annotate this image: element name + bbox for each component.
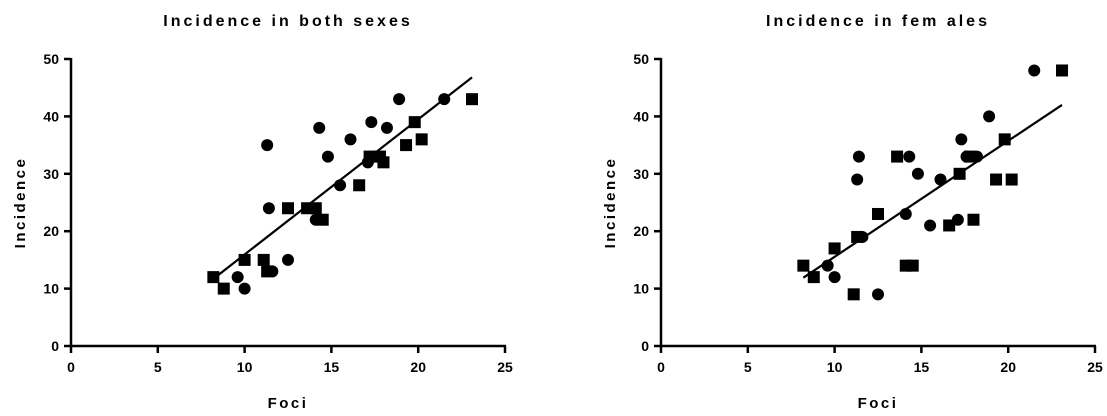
- data-point-circle: [334, 179, 347, 192]
- chart-incidence-both-sexes: Incidence in both sexes 0 5 10 15 20 25 0 10 20 30…: [12, 13, 513, 412]
- y-tick-label: 10: [43, 281, 59, 297]
- data-point-square: [807, 271, 820, 284]
- y-tick-label: 20: [633, 223, 649, 239]
- x-axis-label: Foci: [858, 395, 899, 412]
- x-tick-label: 10: [827, 359, 843, 375]
- x-tick-label: 20: [1000, 359, 1016, 375]
- data-point-square: [990, 173, 1003, 186]
- data-point-circle: [851, 173, 864, 186]
- data-point-square: [415, 133, 428, 146]
- chart-title: Incidence in fem ales: [766, 13, 990, 30]
- data-point-square: [466, 93, 479, 106]
- data-point-square: [207, 271, 220, 284]
- data-point-square: [377, 156, 390, 169]
- data-point-square: [828, 242, 841, 255]
- data-point-square: [217, 282, 230, 295]
- data-point-square: [408, 116, 421, 129]
- x-tick-label: 5: [744, 359, 752, 375]
- data-point-circle: [313, 121, 326, 134]
- data-point-circle: [261, 139, 274, 152]
- y-tick-label: 20: [43, 223, 59, 239]
- data-point-circle: [231, 271, 244, 284]
- data-point-square: [998, 133, 1011, 146]
- data-point-square: [847, 288, 860, 301]
- data-point-square: [943, 219, 956, 232]
- x-tick-label: 0: [67, 359, 75, 375]
- data-point-square: [282, 202, 294, 215]
- data-point-square: [797, 259, 810, 272]
- x-axis-label: Foci: [268, 395, 309, 412]
- data-point-circle: [238, 282, 251, 295]
- x-tick-label: 25: [1087, 359, 1103, 375]
- data-point-circle: [955, 133, 968, 146]
- data-point-square: [906, 259, 919, 272]
- data-point-square: [872, 207, 884, 220]
- y-tick-label: 30: [633, 166, 649, 182]
- data-point-circle: [903, 150, 916, 163]
- fit-line: [212, 76, 473, 280]
- data-point-square: [261, 265, 274, 278]
- data-point-circle: [934, 173, 947, 186]
- x-tick-label: 0: [657, 359, 665, 375]
- y-axis-label: Incidence: [12, 157, 29, 249]
- data-point-square: [964, 150, 977, 163]
- data-point-square: [353, 179, 366, 192]
- y-tick-label: 10: [633, 281, 649, 297]
- data-point-square: [363, 150, 376, 163]
- data-point-square: [257, 253, 270, 266]
- data-point-circle: [282, 253, 294, 266]
- chart-title: Incidence in both sexes: [163, 13, 413, 30]
- data-point-circle: [321, 150, 334, 163]
- data-point-square: [309, 202, 322, 215]
- data-point-circle: [852, 150, 865, 163]
- chart-incidence-females: Incidence in fem ales 0 5 10 15 20 25 0 10 20 30 40…: [602, 13, 1103, 412]
- data-point-square: [1005, 173, 1018, 186]
- y-tick-label: 40: [43, 108, 59, 124]
- data-point-circle: [924, 219, 937, 232]
- y-tick-label: 0: [641, 338, 649, 354]
- data-point-circle: [983, 110, 996, 123]
- data-point-circle: [911, 167, 924, 180]
- data-point-square: [1056, 64, 1069, 77]
- y-tick-label: 50: [43, 51, 59, 67]
- data-point-square: [891, 150, 904, 163]
- data-point-circle: [1028, 64, 1041, 77]
- data-point-square: [967, 213, 980, 226]
- y-axis-label: Incidence: [602, 157, 619, 249]
- x-tick-label: 5: [154, 359, 162, 375]
- data-point-circle: [899, 207, 912, 220]
- data-point-square: [953, 167, 966, 180]
- data-point-circle: [365, 116, 378, 129]
- data-point-circle: [344, 133, 357, 146]
- y-tick-label: 0: [51, 338, 59, 354]
- data-point-circle: [821, 259, 834, 272]
- data-point-circle: [872, 288, 884, 301]
- data-point-circle: [380, 121, 393, 134]
- data-point-square: [316, 213, 329, 226]
- data-point-square: [851, 230, 864, 243]
- y-tick-label: 40: [633, 108, 649, 124]
- y-tick-label: 50: [633, 51, 649, 67]
- fit-line: [802, 104, 1063, 279]
- x-tick-label: 10: [237, 359, 253, 375]
- x-tick-label: 20: [410, 359, 426, 375]
- data-point-circle: [262, 202, 275, 215]
- data-point-circle: [393, 93, 406, 106]
- data-point-circle: [438, 93, 451, 106]
- data-point-square: [400, 139, 413, 152]
- data-point-square: [238, 253, 251, 266]
- x-tick-label: 15: [324, 359, 340, 375]
- data-point-circle: [828, 271, 841, 284]
- y-tick-label: 30: [43, 166, 59, 182]
- x-tick-label: 15: [914, 359, 930, 375]
- x-tick-label: 25: [497, 359, 513, 375]
